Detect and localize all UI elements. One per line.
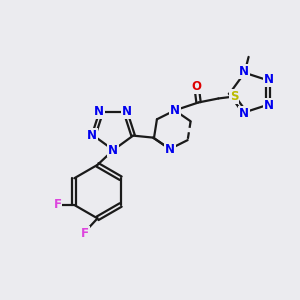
Text: S: S <box>230 90 238 103</box>
Text: N: N <box>87 129 97 142</box>
Text: N: N <box>238 65 249 78</box>
Text: F: F <box>81 227 88 240</box>
Text: N: N <box>170 104 180 117</box>
Text: N: N <box>108 143 118 157</box>
Text: F: F <box>53 199 62 212</box>
Text: N: N <box>238 107 249 120</box>
Text: O: O <box>192 80 202 93</box>
Text: N: N <box>94 105 104 118</box>
Text: N: N <box>122 105 132 118</box>
Text: N: N <box>165 142 175 155</box>
Text: N: N <box>264 73 274 86</box>
Text: N: N <box>264 99 274 112</box>
